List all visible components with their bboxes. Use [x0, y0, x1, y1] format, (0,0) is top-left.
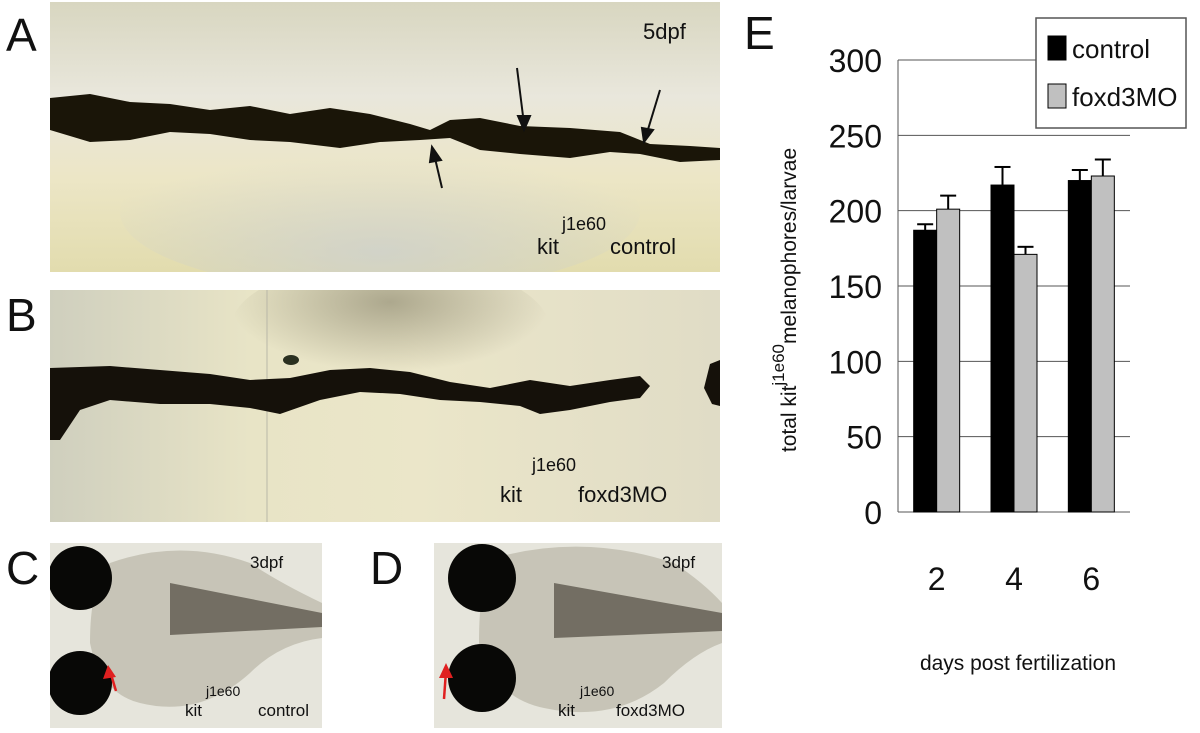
- panel-a-genotype: kit: [537, 234, 559, 259]
- panel-d-condition: foxd3MO: [616, 701, 685, 720]
- bar-control-6: [1067, 180, 1092, 513]
- chart-x-axis-label: days post fertilization: [920, 652, 1116, 675]
- bar-control-4: [990, 184, 1015, 513]
- bar-foxd3MO-4: [1013, 253, 1038, 513]
- y-tick-label: 200: [829, 194, 882, 230]
- y-tick-label: 50: [846, 420, 882, 456]
- panel-b-genotype: kit: [500, 482, 522, 507]
- panel-c-image: [50, 543, 322, 728]
- y-label-prefix: total kit: [778, 385, 801, 452]
- panel-letter-d: D: [370, 542, 404, 594]
- panel-c-allele: j1e60: [206, 683, 241, 699]
- y-tick-label: 100: [829, 344, 882, 380]
- bar-chart: 0 50 100 150 200 250 300 2 4 6 total kitj1e60mel…: [769, 17, 1187, 675]
- panel-d-allele: j1e60: [580, 683, 615, 699]
- panel-a-image: [50, 2, 720, 272]
- panel-c-stage: 3dpf: [250, 553, 284, 572]
- chart-y-axis-label: total kitj1e60melanophores/larvae: [769, 148, 801, 452]
- panel-d-genotype: kit: [558, 701, 575, 720]
- melanophore-stripe: [50, 94, 720, 162]
- legend-swatch-foxd3mo: [1047, 83, 1067, 109]
- panel-letter-b: B: [6, 289, 37, 341]
- legend-swatch-control: [1047, 35, 1067, 61]
- panel-a-micrograph: 5dpf kit j1e60 control: [50, 2, 720, 272]
- y-tick-label: 0: [864, 495, 882, 531]
- panel-d-stage: 3dpf: [662, 553, 696, 572]
- x-tick-label: 4: [1005, 561, 1023, 597]
- panel-b-image: [50, 290, 720, 522]
- panel-c-micrograph: 3dpf kit j1e60 control: [50, 543, 322, 728]
- x-tick-label: 6: [1082, 561, 1100, 597]
- panel-a-allele: j1e60: [562, 214, 607, 234]
- panel-c-genotype: kit: [185, 701, 202, 720]
- panel-b-condition: foxd3MO: [578, 482, 668, 507]
- panel-b-micrograph: kit j1e60 foxd3MO: [50, 290, 720, 522]
- y-tick-label: 300: [829, 43, 882, 79]
- chart-bars: [913, 158, 1115, 513]
- chart-y-ticks: 0 50 100 150 200 250 300: [829, 43, 882, 531]
- panel-letter-e: E: [744, 7, 775, 59]
- melanophore-stripe: [50, 366, 650, 440]
- bar-foxd3MO-6: [1090, 175, 1115, 513]
- panel-d-micrograph: 3dpf kit j1e60 foxd3MO: [434, 543, 722, 728]
- chart-legend: control foxd3MO: [1035, 17, 1187, 129]
- x-tick-label: 2: [928, 561, 946, 597]
- bar-foxd3MO-2: [936, 208, 961, 513]
- chart-x-ticks: 2 4 6: [928, 561, 1100, 597]
- arrow-annotations: [428, 67, 661, 189]
- panel-d-image: [434, 543, 722, 728]
- bar-control-2: [913, 229, 938, 513]
- panel-letter-a: A: [6, 9, 37, 61]
- panel-letter-c: C: [6, 542, 40, 594]
- panel-a-condition: control: [610, 234, 677, 259]
- y-label-suffix: melanophores/larvae: [778, 148, 801, 344]
- legend-label-control: control: [1072, 34, 1150, 64]
- y-tick-label: 150: [829, 269, 882, 305]
- panel-a-stage: 5dpf: [643, 19, 686, 44]
- panel-c-condition: control: [258, 701, 310, 720]
- legend-label-foxd3mo: foxd3MO: [1072, 82, 1178, 112]
- y-tick-label: 250: [829, 118, 882, 154]
- y-label-superscript: j1e60: [769, 344, 788, 387]
- panel-b-allele: j1e60: [532, 455, 577, 475]
